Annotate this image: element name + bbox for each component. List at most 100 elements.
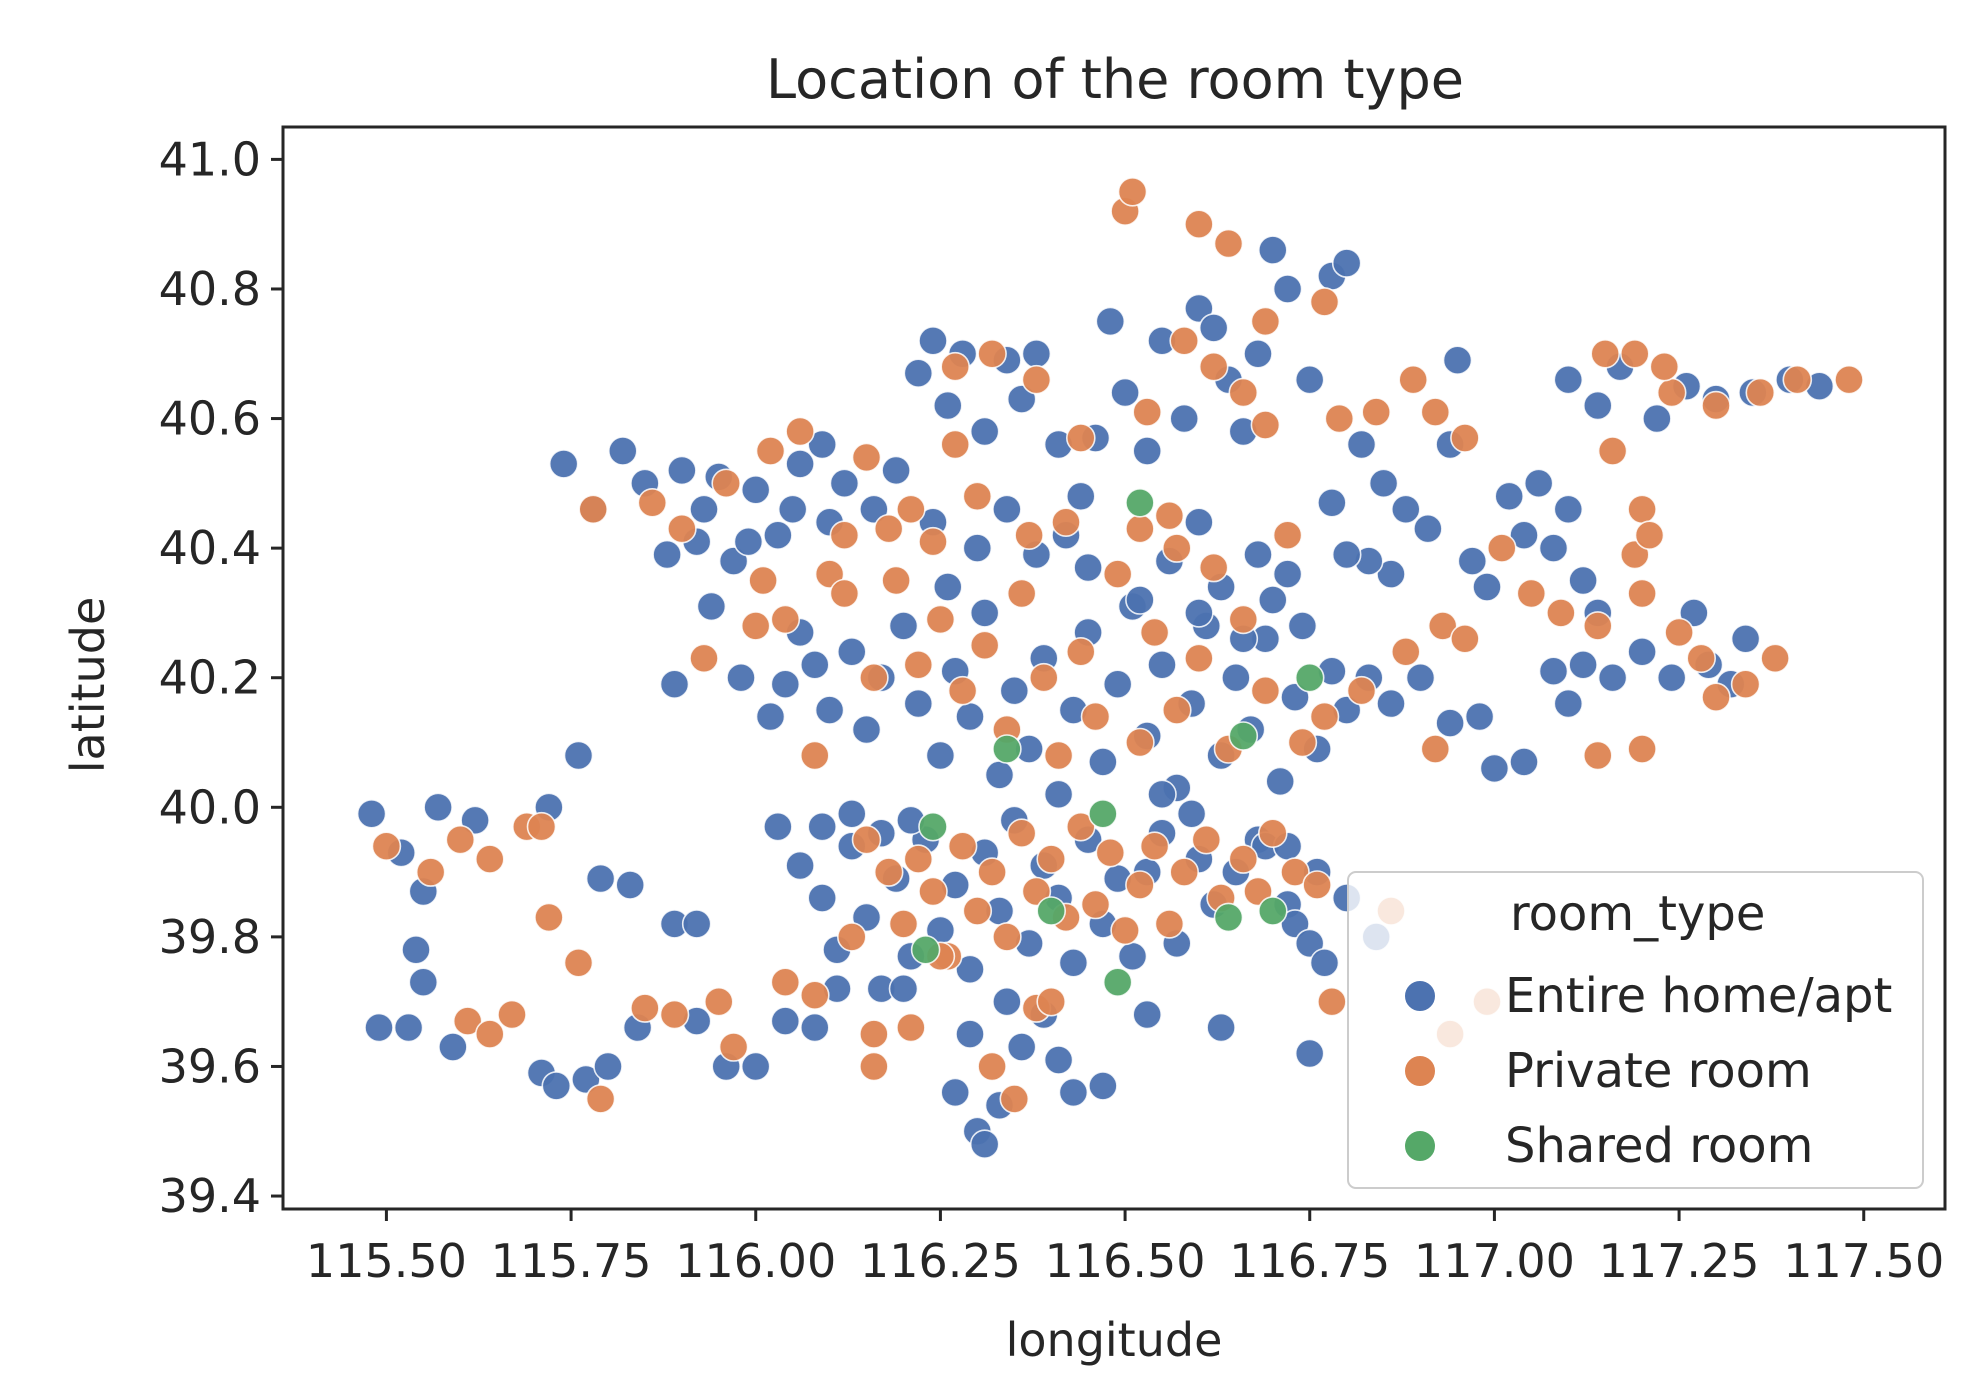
point-private-room [1280,857,1310,887]
point-private-room [977,857,1007,887]
point-private-room [578,494,609,525]
point-entire-home-apt [799,1012,830,1043]
legend-marker-shared-room [1403,1129,1437,1163]
point-entire-home-apt [1147,779,1177,810]
point-entire-home-apt [1117,941,1148,972]
point-entire-home-apt [829,468,860,499]
point-entire-home-apt [1294,1038,1325,1069]
point-entire-home-apt [969,1129,1000,1159]
point-entire-home-apt [955,954,985,985]
point-private-room [1317,986,1347,1017]
point-private-room [1014,520,1044,551]
point-private-room [1590,338,1620,369]
point-private-room [1302,870,1332,900]
point-shared-room [1125,487,1155,518]
x-tick-label: 116.00 [675,1234,836,1288]
point-entire-home-apt [1346,429,1377,460]
point-entire-home-apt [1405,662,1436,693]
point-private-room [1391,636,1421,667]
point-entire-home-apt [733,526,764,557]
point-private-room [1110,915,1140,946]
point-entire-home-apt [807,883,838,913]
point-entire-home-apt [1376,688,1406,719]
point-private-room [770,604,801,635]
point-private-room [1627,734,1657,764]
point-private-room [1036,986,1066,1017]
point-private-room [1154,500,1185,531]
point-entire-home-apt [1258,585,1288,615]
point-entire-home-apt [1642,403,1672,434]
point-private-room [962,896,993,926]
point-entire-home-apt [955,701,985,732]
point-entire-home-apt [1523,468,1554,499]
point-private-room [1169,857,1199,887]
point-entire-home-apt [1538,656,1569,687]
point-private-room [1309,287,1340,317]
point-entire-home-apt [1043,779,1074,810]
point-shared-room [918,811,948,842]
point-entire-home-apt [903,358,934,389]
point-entire-home-apt [689,494,719,525]
point-entire-home-apt [807,429,838,460]
point-entire-home-apt [1265,766,1295,797]
y-tick-label: 40.4 [159,521,261,575]
point-entire-home-apt [1258,235,1288,265]
point-private-room [836,922,867,952]
point-entire-home-apt [1391,494,1421,525]
point-private-room [1487,533,1517,563]
point-private-room [947,675,978,706]
point-entire-home-apt [940,1077,971,1108]
point-entire-home-apt [992,494,1022,525]
point-entire-home-apt [836,636,867,667]
point-private-room [1324,403,1355,434]
point-private-room [585,1084,616,1114]
point-private-room [1029,662,1059,693]
point-shared-room [1036,896,1066,926]
point-private-room [881,565,911,596]
point-private-room [1834,364,1864,395]
point-entire-home-apt [992,986,1022,1017]
x-tick-label: 116.75 [1229,1234,1390,1288]
point-private-room [1583,740,1613,771]
point-private-room [1213,228,1244,259]
point-entire-home-apt [777,494,808,525]
plot-area [281,125,1947,1211]
point-private-room [851,442,882,473]
point-entire-home-apt [770,1006,801,1036]
point-private-room [1066,423,1096,453]
y-tick-label: 40.8 [159,262,261,316]
plot-frame [281,125,1947,1211]
point-private-room [903,844,934,874]
point-private-room [740,611,771,641]
point-entire-home-apt [607,436,638,466]
point-entire-home-apt [1102,669,1133,700]
point-private-room [497,999,527,1030]
point-private-room [1450,623,1480,654]
point-private-room [1125,727,1155,758]
point-private-room [1228,604,1259,635]
x-tick-label: 115.75 [491,1234,652,1288]
point-private-room [637,487,668,518]
point-shared-room [1213,902,1244,933]
point-private-room [1102,559,1133,589]
point-entire-home-apt [1583,390,1613,421]
point-entire-home-apt [888,973,919,1004]
legend-title: room_type [1510,886,1765,942]
x-tick-label: 115.50 [306,1234,467,1288]
point-private-room [1162,695,1192,725]
point-entire-home-apt [799,649,830,680]
y-tick-label: 39.6 [159,1039,261,1093]
point-private-room [1634,520,1665,551]
point-private-room [711,468,742,499]
point-private-room [1546,598,1576,628]
point-private-room [940,351,971,382]
y-tick-label: 40.6 [159,392,261,446]
point-entire-home-apt [1184,507,1214,538]
point-shared-room [992,734,1022,764]
point-private-room [1427,611,1458,641]
point-private-room [1649,351,1680,382]
x-tick-label: 116.25 [860,1234,1021,1288]
point-entire-home-apt [1243,338,1273,369]
point-private-room [859,662,889,693]
